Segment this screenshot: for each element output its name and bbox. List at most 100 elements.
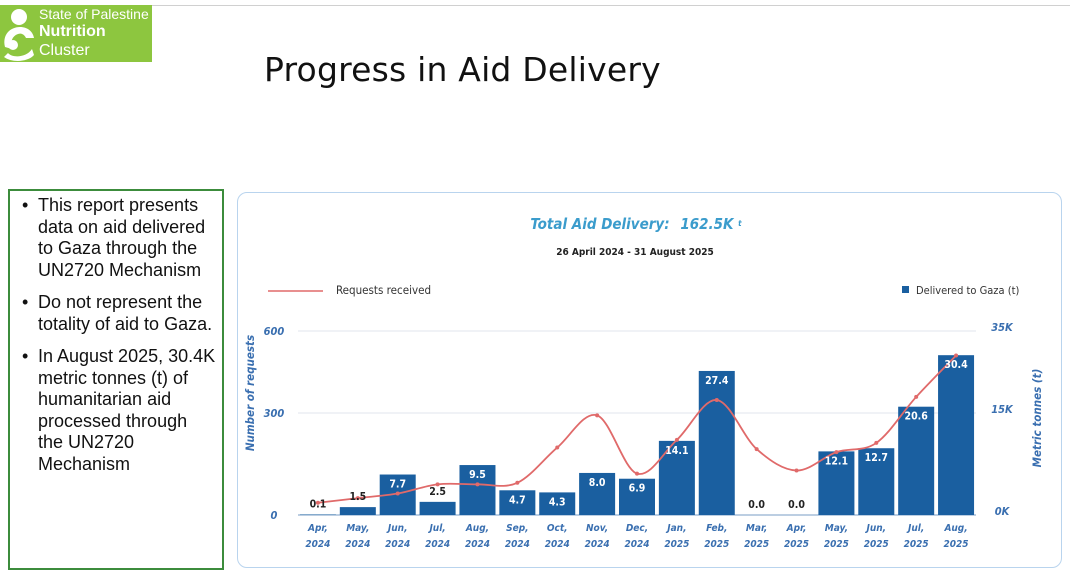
bar-value-label: 20.6 — [905, 411, 929, 423]
x-tick-label: Jul, — [906, 523, 924, 534]
mother-child-icon — [4, 9, 34, 61]
info-bullet: In August 2025, 30.4K metric tonnes (t) … — [22, 346, 216, 475]
requests-point — [475, 482, 480, 487]
requests-point — [754, 447, 759, 452]
x-tick-year: 2024 — [585, 539, 610, 550]
requests-point — [714, 398, 719, 402]
bar-value-label: 9.5 — [469, 469, 486, 481]
bar — [858, 448, 895, 515]
y-right-tick: 35K — [991, 321, 1014, 334]
bar-value-label: 0.0 — [788, 499, 805, 511]
logo-line-3: Cluster — [39, 42, 90, 59]
bar-value-label: 12.7 — [865, 452, 888, 464]
y-right-tick: 0K — [995, 505, 1011, 518]
bar-value-label: 30.4 — [944, 359, 968, 371]
y-left-tick: 600 — [264, 325, 285, 338]
y-left-tick: 300 — [264, 407, 285, 420]
y-right-tick: 15K — [991, 403, 1014, 416]
x-tick-year: 2025 — [704, 539, 729, 550]
requests-point — [315, 500, 320, 505]
x-axis-labels: Apr, 2024 May, 2024 Jun, 2024 Jul, 2024 Aug, 2024… — [305, 523, 968, 550]
x-tick-year: 2025 — [744, 539, 769, 550]
x-tick-year: 2024 — [305, 539, 330, 550]
x-tick-label: Jun, — [865, 523, 887, 534]
bar — [898, 406, 935, 515]
top-rule — [0, 5, 1070, 6]
x-tick-year: 2024 — [624, 539, 649, 550]
x-tick-label: Sep, — [506, 523, 528, 534]
bar — [938, 355, 975, 515]
x-tick-year: 2025 — [864, 539, 889, 550]
x-tick-label: Oct, — [547, 523, 568, 534]
bar-data-labels: 0.1 1.5 7.7 2.5 9.5 4.7 4.3 8.0 6.9 14.1 27.4 0.0 0.… — [310, 359, 969, 511]
y-left-axis-title: Number of requests — [243, 335, 257, 451]
info-bullet: This report presents data on aid deliver… — [22, 195, 216, 281]
legend-bar-swatch — [902, 286, 909, 293]
x-tick-label: Aug, — [943, 523, 967, 534]
bar-value-label: 4.3 — [549, 496, 566, 508]
x-tick-year: 2024 — [505, 539, 530, 550]
info-bullet-list: This report presents data on aid deliver… — [10, 191, 222, 475]
x-tick-label: May, — [346, 523, 369, 534]
x-tick-year: 2025 — [944, 539, 969, 550]
bar — [619, 478, 655, 515]
page-title: Progress in Aid Delivery — [264, 50, 661, 89]
bar — [459, 465, 496, 515]
logo-line-1: State of Palestine — [39, 6, 149, 22]
chart-title: Total Aid Delivery: 162.5K t — [530, 215, 742, 233]
bar — [579, 472, 616, 515]
bar — [499, 490, 536, 515]
requests-point — [515, 480, 520, 485]
bar — [299, 514, 336, 515]
bar-value-label: 6.9 — [629, 483, 646, 495]
requests-point — [874, 440, 879, 445]
bar-value-label: 0.0 — [748, 499, 765, 511]
x-tick-label: Feb, — [706, 523, 727, 534]
requests-point — [395, 491, 400, 496]
x-tick-label: Apr, — [786, 523, 807, 534]
bar-value-label: 4.7 — [509, 494, 526, 506]
x-tick-label: Nov, — [586, 523, 608, 534]
nutrition-cluster-logo: State of Palestine Nutrition Cluster — [0, 5, 152, 62]
x-tick-year: 2025 — [904, 539, 929, 550]
bar — [539, 492, 576, 515]
requests-point — [355, 496, 360, 501]
x-tick-label: Jan, — [665, 523, 686, 534]
legend-line-label: Requests received — [336, 283, 431, 297]
bar-value-label: 8.0 — [589, 477, 606, 489]
info-box: This report presents data on aid deliver… — [8, 189, 224, 570]
bar-value-label: 2.5 — [429, 486, 446, 498]
requests-point — [435, 482, 440, 487]
x-tick-label: Apr, — [307, 523, 328, 534]
x-tick-year: 2025 — [664, 539, 689, 550]
chart-subtitle: 26 April 2024 - 31 August 2025 — [556, 247, 714, 258]
y-right-axis-title: Metric tonnes (t) — [1030, 369, 1044, 468]
x-tick-label: Dec, — [626, 523, 648, 534]
logo-line-2: Nutrition — [39, 23, 106, 40]
requests-point — [794, 468, 799, 473]
x-tick-year: 2025 — [784, 539, 809, 550]
legend-bar-label: Delivered to Gaza (t) — [916, 284, 1019, 297]
x-tick-year: 2024 — [545, 539, 570, 550]
bar — [339, 507, 376, 515]
info-bullet: Do not represent the totality of aid to … — [22, 292, 216, 335]
bar-value-label: 7.7 — [389, 479, 406, 491]
requests-point — [674, 437, 679, 442]
x-tick-label: Jun, — [386, 523, 408, 534]
y-axis-ticks: 600 35K 300 15K 0 0K — [264, 321, 1014, 522]
requests-line-series — [315, 353, 959, 505]
bar — [698, 370, 735, 515]
chart-card: Total Aid Delivery: 162.5K t 26 April 20… — [237, 192, 1062, 568]
requests-point — [635, 471, 639, 476]
requests-point — [914, 394, 919, 399]
x-tick-label: Aug, — [465, 523, 489, 534]
bar-value-label: 0.1 — [310, 498, 327, 510]
bar — [818, 451, 855, 515]
chart-title-prefix: Total Aid Delivery: — [530, 215, 669, 233]
bar-value-label: 12.1 — [825, 455, 848, 467]
x-tick-year: 2025 — [824, 539, 849, 550]
x-tick-label: Mar, — [746, 523, 767, 534]
bar — [419, 501, 456, 515]
chart-title-unit: t — [738, 219, 742, 228]
requests-point — [834, 450, 839, 455]
